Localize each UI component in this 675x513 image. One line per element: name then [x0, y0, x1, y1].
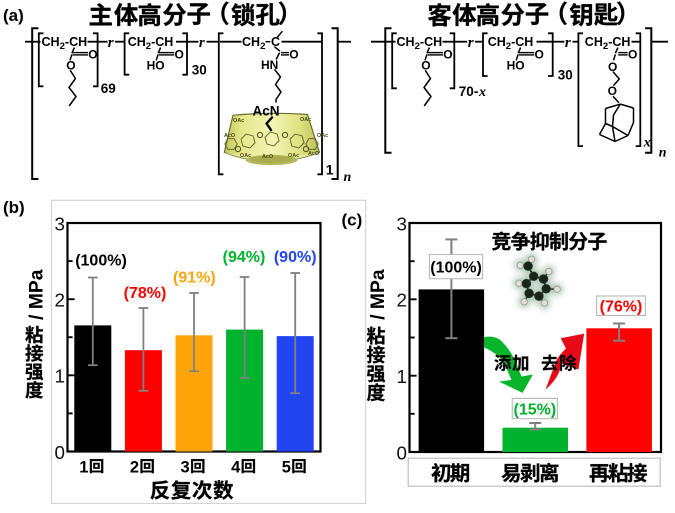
svg-text:r: r [199, 35, 205, 51]
svg-text:O: O [66, 59, 75, 73]
svg-text:O: O [608, 84, 617, 98]
svg-text:30: 30 [192, 63, 207, 78]
svg-text:AcO: AcO [262, 154, 273, 160]
svg-text:(100%): (100%) [75, 252, 127, 269]
svg-text:CH2-CH: CH2-CH [42, 35, 88, 52]
svg-text:1: 1 [396, 366, 406, 387]
svg-text:OAc: OAc [288, 153, 299, 159]
svg-text:(100%): (100%) [430, 259, 482, 276]
svg-text:0: 0 [54, 442, 64, 463]
svg-text:O: O [175, 48, 184, 62]
svg-text:CH2-CH: CH2-CH [128, 35, 174, 52]
svg-text:r: r [565, 35, 571, 51]
svg-text:2: 2 [130, 458, 139, 476]
svg-text:C: C [271, 35, 280, 49]
svg-text:OAc: OAc [240, 153, 251, 159]
svg-text:CH2-CH: CH2-CH [585, 35, 631, 52]
svg-text:HO: HO [147, 59, 165, 73]
svg-text:1: 1 [326, 162, 334, 178]
svg-text:(91%): (91%) [173, 270, 216, 287]
svg-text:O: O [443, 48, 452, 62]
svg-text:CH2-CH: CH2-CH [488, 35, 534, 52]
svg-text:(b): (b) [3, 198, 25, 217]
svg-text:3: 3 [396, 213, 406, 234]
svg-text:O: O [88, 48, 97, 62]
svg-text:O: O [421, 59, 430, 73]
svg-text:O: O [628, 48, 637, 62]
svg-text:70-: 70- [459, 84, 479, 99]
svg-text:1: 1 [79, 458, 88, 476]
svg-text:HO: HO [507, 59, 525, 73]
svg-text:AcN: AcN [253, 104, 280, 119]
svg-text:x: x [478, 85, 486, 100]
svg-text:3: 3 [181, 458, 190, 476]
svg-text:5: 5 [282, 458, 291, 476]
svg-text:(94%): (94%) [223, 249, 266, 266]
svg-text:(76%): (76%) [600, 298, 643, 315]
svg-text:3: 3 [54, 213, 64, 234]
svg-text:30: 30 [558, 68, 573, 83]
svg-text:CH2: CH2 [242, 35, 265, 52]
svg-text:O: O [608, 60, 617, 74]
svg-text:HN: HN [261, 58, 278, 72]
svg-text:2: 2 [396, 290, 406, 311]
svg-text:(a): (a) [3, 6, 24, 25]
svg-text:CH2-CH: CH2-CH [397, 35, 443, 52]
svg-text:0: 0 [396, 442, 406, 463]
svg-text:4: 4 [231, 458, 241, 476]
svg-text:n: n [659, 145, 667, 160]
svg-text:OAc: OAc [300, 117, 311, 123]
svg-text:1: 1 [54, 366, 64, 387]
svg-text:r: r [468, 35, 474, 51]
svg-text:O: O [289, 47, 298, 61]
svg-text:69: 69 [101, 81, 116, 96]
svg-text:(c): (c) [342, 211, 363, 230]
svg-text:OAc: OAc [317, 133, 328, 139]
svg-text:(15%): (15%) [514, 401, 557, 418]
svg-text:n: n [344, 170, 352, 185]
svg-text:2: 2 [54, 289, 64, 310]
svg-text:O: O [535, 48, 544, 62]
svg-text:/ MPa: / MPa [26, 269, 47, 320]
svg-text:r: r [108, 35, 114, 51]
svg-text:OAc: OAc [233, 118, 244, 124]
svg-text:AcO: AcO [308, 151, 319, 157]
svg-text:(78%): (78%) [124, 285, 167, 302]
svg-text:/ MPa: / MPa [368, 269, 389, 320]
svg-text:(90%): (90%) [274, 249, 317, 266]
svg-text:AcO: AcO [224, 133, 235, 139]
svg-text:x: x [643, 135, 651, 150]
